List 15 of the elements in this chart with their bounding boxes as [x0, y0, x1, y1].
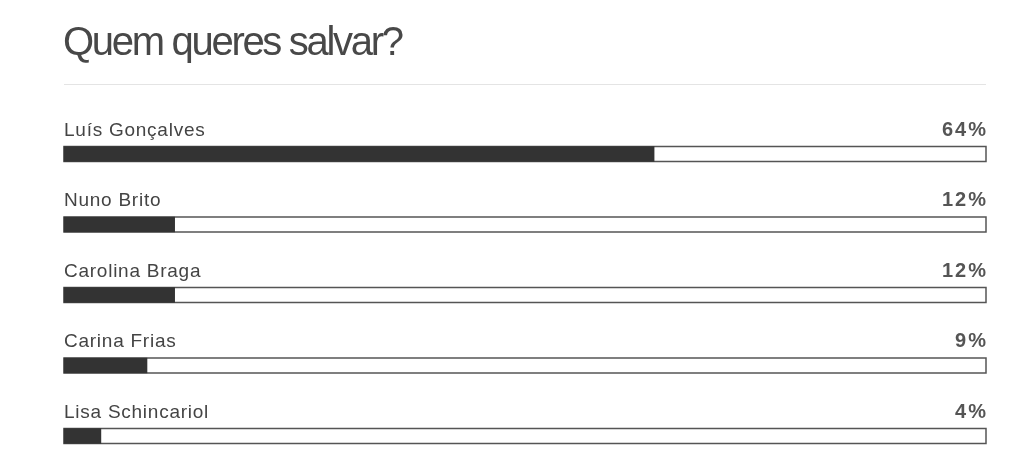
- data-label: 12%: [941, 188, 988, 210]
- y-tick-label: Luís Gonçalves: [64, 118, 206, 140]
- y-tick-label: Carina Frias: [64, 330, 177, 351]
- data-label: 4%: [955, 399, 988, 422]
- y-tick-label: Lisa Schincariol: [64, 400, 210, 422]
- chart-title: Quem queres salvar?: [63, 19, 402, 63]
- y-tick-label: Carolina Braga: [64, 259, 202, 281]
- data-label: 12%: [941, 258, 988, 281]
- bar: [63, 357, 148, 374]
- y-tick-label: Nuno Brito: [64, 189, 162, 210]
- data-label: 9%: [955, 329, 988, 351]
- bar: [63, 287, 175, 303]
- data-label: 64%: [941, 117, 988, 140]
- bar: [63, 428, 102, 444]
- bar: [63, 216, 175, 233]
